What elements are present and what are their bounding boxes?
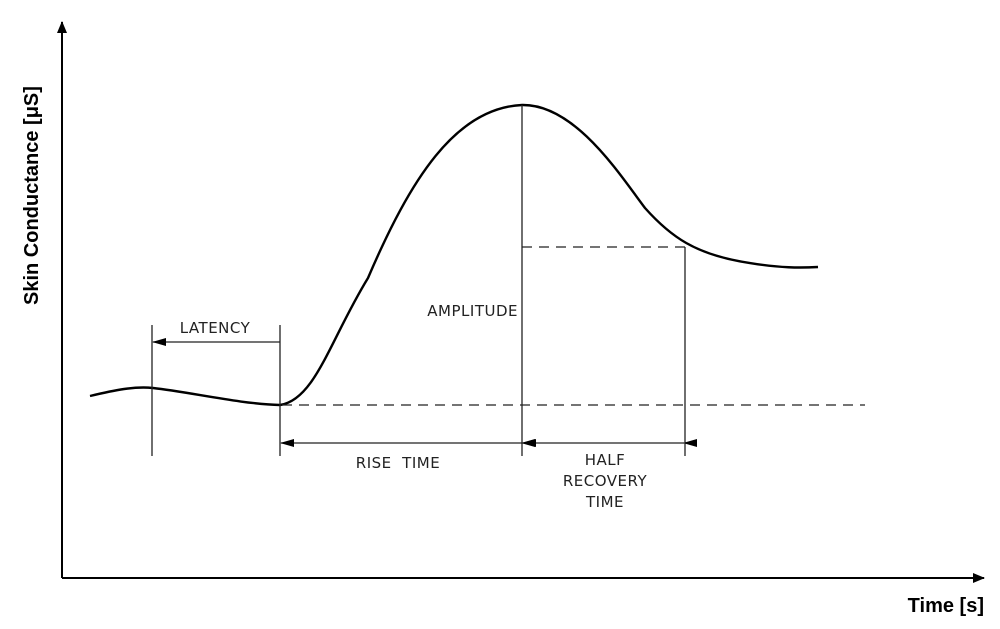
response-curve <box>89 103 819 407</box>
rise-time-label: RISE TIME <box>356 454 440 472</box>
x-axis-label: Time [s] <box>908 595 984 617</box>
half-recovery-label-line1: HALF <box>585 451 626 469</box>
half-recovery-label-line3: TIME <box>585 493 624 511</box>
y-axis-label: Skin Conductance [μS] <box>21 86 43 305</box>
half-recovery-label-line2: RECOVERY <box>563 472 648 490</box>
latency-label: LATENCY <box>180 319 251 337</box>
amplitude-label: AMPLITUDE <box>427 302 518 320</box>
